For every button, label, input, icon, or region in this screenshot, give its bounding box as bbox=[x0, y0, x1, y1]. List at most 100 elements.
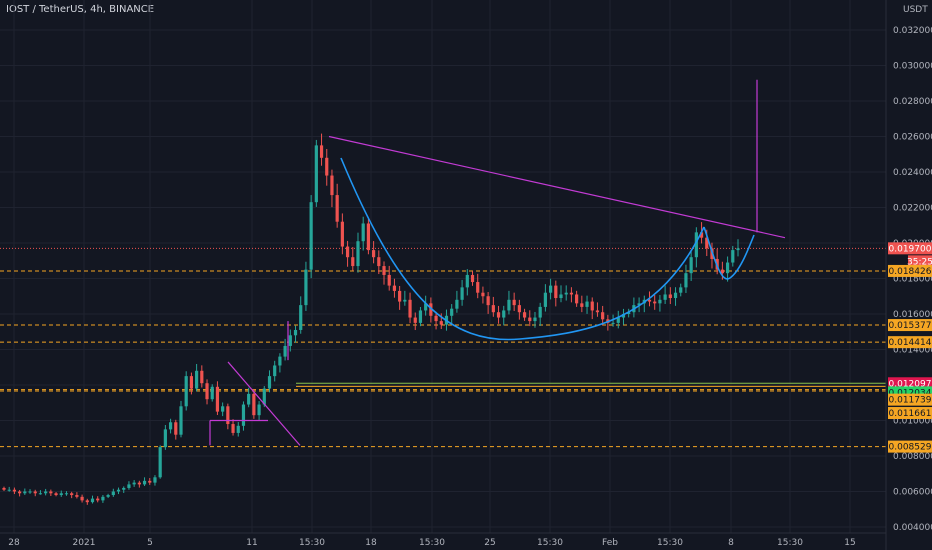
candle-body bbox=[616, 317, 620, 323]
y-tick-label: 0.026000 bbox=[893, 133, 932, 143]
candle-body bbox=[345, 246, 350, 258]
candle-body bbox=[668, 294, 672, 299]
trendline-small bbox=[227, 361, 301, 446]
candle-body bbox=[543, 292, 547, 307]
price-label-bg bbox=[888, 377, 932, 390]
candle-body bbox=[637, 303, 641, 306]
candle-body bbox=[221, 406, 225, 412]
candle-body bbox=[679, 287, 683, 293]
price-label-bg bbox=[888, 393, 932, 406]
candle-body bbox=[184, 376, 188, 407]
candle-body bbox=[273, 365, 277, 377]
candle-body bbox=[351, 257, 355, 267]
candle-body bbox=[470, 274, 475, 283]
candle-body bbox=[580, 303, 584, 307]
candle-body bbox=[455, 299, 459, 309]
x-tick-label: 11 bbox=[246, 538, 257, 548]
candle-body bbox=[575, 294, 579, 304]
x-tick-label: 15 bbox=[844, 538, 855, 548]
x-tick-label: 25 bbox=[484, 538, 495, 548]
x-tick-label: 15:30 bbox=[657, 538, 683, 548]
candle-body bbox=[278, 356, 282, 366]
candle-body bbox=[569, 292, 574, 295]
candle-body bbox=[90, 498, 95, 503]
candle-body bbox=[408, 299, 412, 318]
candle-body bbox=[340, 221, 344, 247]
candle-body bbox=[382, 266, 386, 275]
currency-label: USDT bbox=[903, 5, 928, 15]
candle-body bbox=[403, 299, 407, 302]
x-tick-label: 8 bbox=[728, 538, 734, 548]
y-tick-label: 0.024000 bbox=[893, 168, 932, 178]
candle-body bbox=[319, 145, 324, 158]
price-label-bg bbox=[888, 336, 932, 349]
price-label: 0.014414 bbox=[889, 338, 932, 348]
candle-body bbox=[611, 322, 615, 324]
candle-body bbox=[122, 487, 126, 490]
candle-body bbox=[49, 491, 53, 494]
candle-body bbox=[299, 305, 303, 330]
price-label-bg bbox=[888, 407, 932, 420]
candle-body bbox=[231, 424, 235, 433]
cup-curve bbox=[340, 157, 705, 341]
price-label: 0.008529 bbox=[889, 443, 932, 453]
candle-body bbox=[226, 406, 230, 425]
candle-body bbox=[627, 312, 631, 314]
candle-body bbox=[377, 257, 381, 267]
candle-body bbox=[59, 493, 63, 496]
price-label: 0.018426 bbox=[889, 267, 932, 277]
candle-body bbox=[179, 406, 183, 435]
candle-body bbox=[38, 493, 43, 495]
candle-body bbox=[398, 290, 402, 302]
candle-body bbox=[491, 305, 495, 313]
price-label-bg bbox=[888, 319, 932, 332]
candle-body bbox=[486, 296, 490, 306]
candle-body bbox=[215, 386, 220, 412]
candle-body bbox=[720, 269, 724, 274]
candle-body bbox=[601, 312, 605, 320]
price-label: 0.011661 bbox=[889, 409, 932, 419]
handle-curve bbox=[703, 226, 755, 280]
candle-body bbox=[413, 317, 417, 323]
candle-body bbox=[44, 491, 48, 494]
candle-body bbox=[2, 487, 6, 490]
x-tick-label: 15:30 bbox=[299, 538, 325, 548]
candle-body bbox=[325, 157, 329, 176]
price-label-bg bbox=[888, 440, 932, 453]
candle-body bbox=[522, 312, 527, 318]
candle-body bbox=[288, 335, 292, 346]
x-tick-label: 15:30 bbox=[537, 538, 563, 548]
candle-body bbox=[533, 317, 537, 322]
candle-body bbox=[18, 491, 22, 494]
candle-body bbox=[153, 477, 157, 483]
candle-body bbox=[372, 250, 376, 258]
candle-body bbox=[439, 321, 443, 325]
candle-body bbox=[481, 292, 485, 297]
candle-body bbox=[236, 425, 240, 433]
candle-body bbox=[116, 489, 121, 492]
candle-body bbox=[257, 404, 261, 416]
candle-body bbox=[496, 312, 501, 318]
candle-body bbox=[64, 493, 69, 495]
candle-body bbox=[554, 285, 558, 299]
x-tick-label: 15:30 bbox=[777, 538, 803, 548]
candle-body bbox=[335, 195, 339, 222]
x-tick-label: 28 bbox=[8, 538, 20, 548]
candle-body bbox=[705, 237, 709, 249]
candle-body bbox=[101, 496, 105, 501]
x-tick-label: 15:30 bbox=[419, 538, 445, 548]
candle-body bbox=[132, 482, 136, 485]
price-levels bbox=[0, 247, 886, 448]
candle-body bbox=[158, 447, 162, 478]
y-tick-label: 0.016000 bbox=[893, 310, 932, 320]
candle-body bbox=[174, 422, 178, 435]
price-label-bg bbox=[888, 242, 932, 255]
chart-title: IOST / TetherUS, 4h, BINANCE bbox=[6, 4, 155, 15]
candle-body bbox=[512, 299, 516, 306]
candle-body bbox=[736, 248, 740, 251]
candle-body bbox=[699, 232, 704, 238]
candle-body bbox=[653, 301, 657, 304]
candle-body bbox=[210, 386, 214, 400]
y-tick-label: 0.028000 bbox=[893, 97, 932, 107]
